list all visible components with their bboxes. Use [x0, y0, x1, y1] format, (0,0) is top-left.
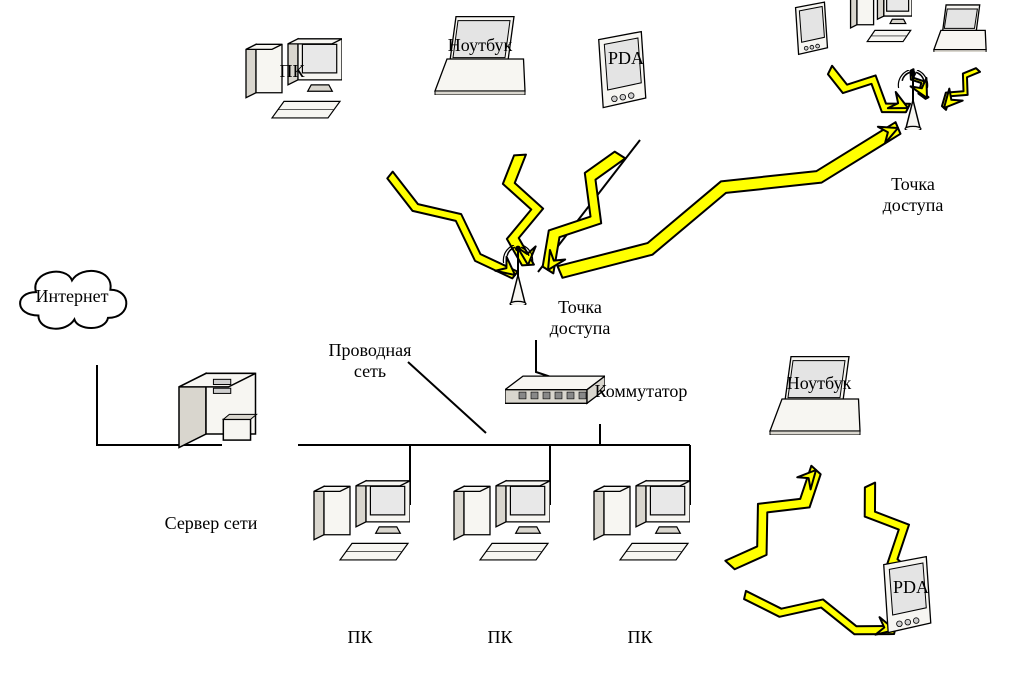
- pc_b2-icon: [450, 479, 550, 571]
- pc_b1-icon: [310, 479, 410, 571]
- switch-label: Коммутатор: [561, 381, 721, 402]
- laptop_right-icon: [765, 355, 865, 435]
- pda_tr-icon: [791, 1, 829, 56]
- pda_top-icon: [592, 30, 648, 110]
- pda_right-label: PDA: [831, 577, 991, 598]
- ap_right-label: Точка доступа: [833, 174, 993, 215]
- laptop_right-label: Ноутбук: [739, 373, 899, 394]
- ap_right-icon: [895, 70, 931, 130]
- pc_b3-label: ПК: [560, 627, 720, 648]
- pc_b3-icon: [590, 479, 690, 571]
- pc_top-icon: [242, 37, 342, 129]
- pc_b1-label: ПК: [280, 627, 440, 648]
- wireless-link: [725, 466, 820, 569]
- pc_top-label: ПК: [212, 61, 372, 82]
- network-diagram: ИнтернетСервер сетиПКНоутбукPDAТочка дос…: [0, 0, 1015, 697]
- laptop_top-label: Ноутбук: [400, 35, 560, 56]
- ap_center-icon: [500, 245, 536, 305]
- pc_b2-label: ПК: [420, 627, 580, 648]
- wired_label-label: Проводная сеть: [290, 340, 450, 381]
- server-label: Сервер сети: [131, 513, 291, 534]
- wire: [565, 424, 600, 445]
- internet-label: Интернет: [12, 286, 132, 307]
- pda_top-label: PDA: [546, 48, 706, 69]
- server-icon: [170, 362, 260, 457]
- desktop_tr-icon: [848, 0, 912, 49]
- ap_center-label: Точка доступа: [500, 297, 660, 338]
- wireless-link: [387, 172, 517, 279]
- laptop_tr-icon: [931, 4, 989, 52]
